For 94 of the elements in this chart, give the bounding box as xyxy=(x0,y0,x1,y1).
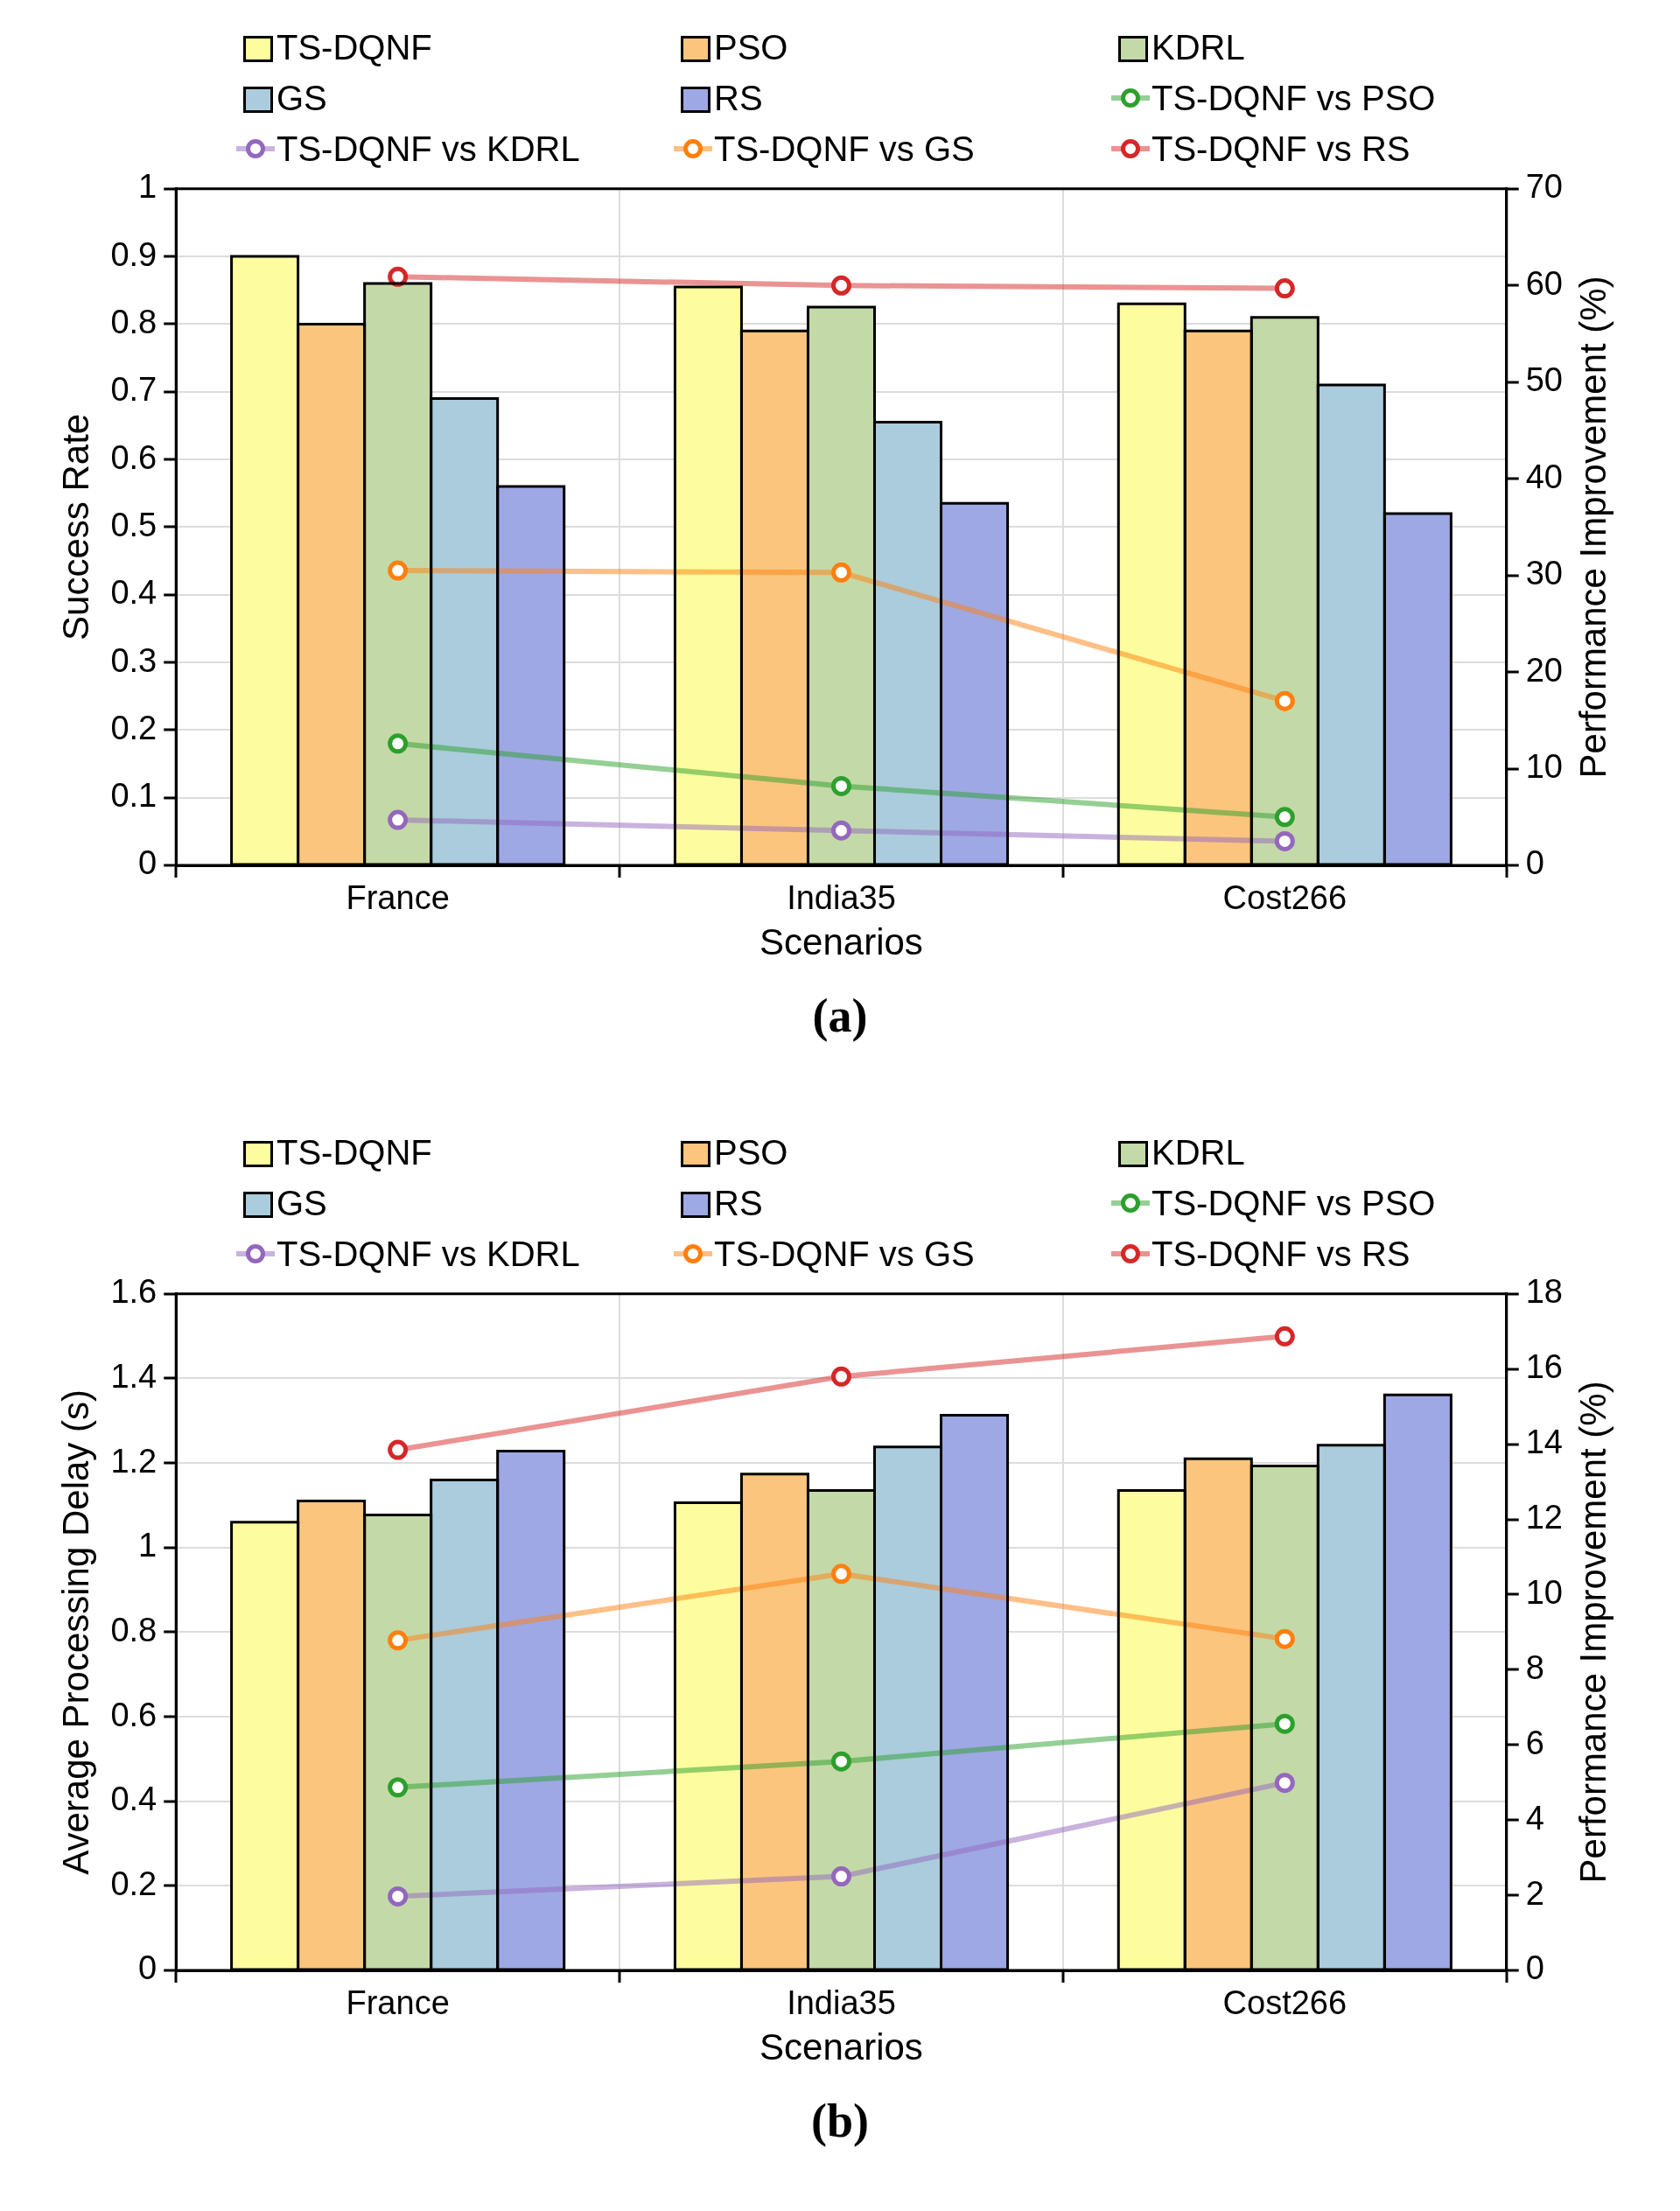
point xyxy=(830,275,851,296)
x-tick-label: India35 xyxy=(787,1984,896,2022)
point xyxy=(388,1777,409,1798)
legend-label: RS xyxy=(714,1183,763,1223)
point xyxy=(388,1439,409,1460)
y-tick-label: 1 xyxy=(138,1527,158,1564)
y2-tick-label: 50 xyxy=(1525,361,1564,399)
point xyxy=(1274,807,1295,828)
point xyxy=(388,266,409,287)
y2-tick-label: 12 xyxy=(1525,1499,1564,1536)
y2-tick-label: 10 xyxy=(1525,748,1564,786)
y-tick-label: 0 xyxy=(138,844,158,882)
legend-label: TS-DQNF vs KDRL xyxy=(276,1234,580,1274)
y2-tick-label: 8 xyxy=(1525,1648,1544,1686)
y-axis-title: Success Rate xyxy=(54,413,96,640)
point xyxy=(830,775,851,796)
y-tick-label: 0.1 xyxy=(110,777,158,815)
legend-label: TS-DQNF xyxy=(276,1132,432,1172)
x-tick-label: India35 xyxy=(787,879,896,917)
point xyxy=(1274,1326,1295,1347)
y2-axis-title: Performance Improvement (%) xyxy=(1572,276,1614,779)
point xyxy=(1274,690,1295,711)
point xyxy=(830,1751,851,1772)
y2-tick-label: 0 xyxy=(1525,844,1544,882)
point xyxy=(388,1630,409,1651)
legend-label: GS xyxy=(276,1183,327,1223)
legend-label: TS-DQNF vs PSO xyxy=(1152,78,1436,118)
point xyxy=(830,1366,851,1387)
legend-label: TS-DQNF vs RS xyxy=(1152,129,1410,169)
y-tick-label: 0.8 xyxy=(110,1611,158,1648)
y-tick-label: 0.7 xyxy=(110,371,158,409)
point xyxy=(388,1886,409,1907)
y2-axis-title: Performance Improvement (%) xyxy=(1572,1381,1614,1884)
y2-tick-label: 60 xyxy=(1525,264,1564,302)
legend-label: TS-DQNF vs GS xyxy=(714,1234,975,1274)
x-tick-label: Cost266 xyxy=(1222,879,1348,917)
y-tick-label: 0 xyxy=(138,1949,158,1987)
y-tick-label: 0.3 xyxy=(110,641,158,679)
y-tick-label: 1 xyxy=(138,168,158,206)
legend-label: TS-DQNF vs GS xyxy=(714,129,975,169)
legend-label: PSO xyxy=(714,27,788,67)
y-tick-label: 0.6 xyxy=(110,1696,158,1733)
x-tick-label: France xyxy=(346,879,450,917)
point xyxy=(830,1866,851,1887)
legend-label: PSO xyxy=(714,1132,788,1172)
y2-tick-label: 0 xyxy=(1525,1949,1544,1987)
y-tick-label: 0.4 xyxy=(110,574,158,612)
y2-tick-label: 10 xyxy=(1525,1573,1564,1611)
point xyxy=(1274,830,1295,851)
text: (b) xyxy=(810,2094,870,2148)
y2-tick-label: 6 xyxy=(1525,1724,1544,1761)
point xyxy=(830,820,851,841)
legend-label: KDRL xyxy=(1152,1132,1245,1172)
point xyxy=(830,562,851,583)
y2-tick-label: 40 xyxy=(1525,458,1564,495)
x-tick-label: Cost266 xyxy=(1222,1984,1348,2022)
point xyxy=(388,733,409,754)
y2-tick-label: 14 xyxy=(1525,1424,1564,1461)
point xyxy=(830,1564,851,1585)
y2-tick-label: 18 xyxy=(1525,1273,1564,1311)
legend-label: TS-DQNF xyxy=(276,27,432,67)
y-tick-label: 1.6 xyxy=(110,1273,158,1311)
x-tick-label: France xyxy=(346,1984,450,2022)
y2-tick-label: 16 xyxy=(1525,1348,1564,1386)
y-tick-label: 0.2 xyxy=(110,1865,158,1902)
y2-tick-label: 70 xyxy=(1525,168,1564,206)
y-tick-label: 0.4 xyxy=(110,1781,158,1818)
point xyxy=(1274,1713,1295,1734)
x-axis-title: Scenarios xyxy=(760,921,923,963)
y-axis-title: Average Processing Delay (s) xyxy=(54,1389,96,1875)
legend-label: TS-DQNF vs RS xyxy=(1152,1234,1410,1274)
y2-tick-label: 30 xyxy=(1525,555,1564,592)
point xyxy=(1274,278,1295,299)
legend-label: TS-DQNF vs KDRL xyxy=(276,129,580,169)
y-tick-label: 0.2 xyxy=(110,709,158,746)
y2-tick-label: 20 xyxy=(1525,651,1564,689)
y-tick-label: 1.2 xyxy=(110,1442,158,1480)
point xyxy=(1274,1628,1295,1649)
text: (a) xyxy=(811,989,869,1043)
point xyxy=(1274,1773,1295,1794)
y-tick-label: 0.8 xyxy=(110,303,158,340)
legend-label: RS xyxy=(714,78,763,118)
y-tick-label: 0.9 xyxy=(110,235,158,273)
x-axis-title: Scenarios xyxy=(760,2026,923,2068)
legend-label: GS xyxy=(276,78,327,118)
y2-tick-label: 4 xyxy=(1525,1799,1544,1837)
y-tick-label: 0.5 xyxy=(110,506,158,543)
point xyxy=(388,809,409,830)
point xyxy=(388,560,409,581)
y-tick-label: 1.4 xyxy=(110,1357,158,1395)
legend-label: TS-DQNF vs PSO xyxy=(1152,1183,1436,1223)
y-tick-label: 0.6 xyxy=(110,438,158,476)
legend-label: KDRL xyxy=(1152,27,1245,67)
y2-tick-label: 2 xyxy=(1525,1874,1544,1912)
